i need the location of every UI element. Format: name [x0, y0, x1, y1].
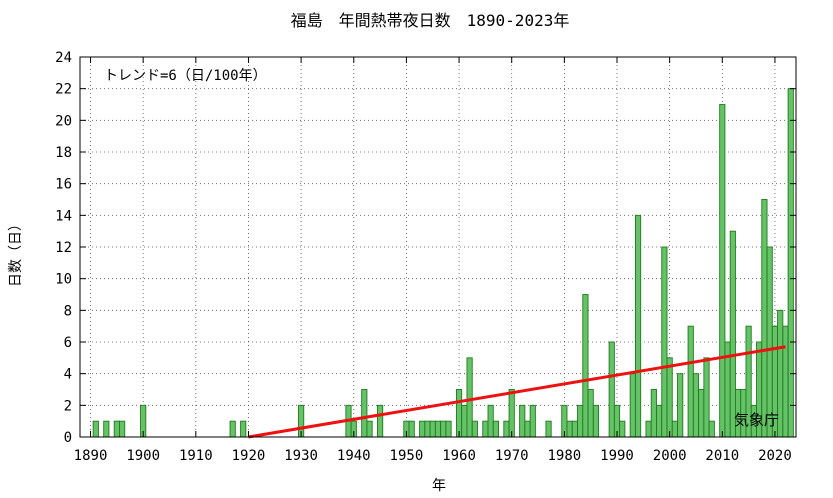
y-tick-label: 14	[55, 208, 72, 224]
bar	[529, 404, 536, 438]
y-tick-label: 10	[55, 272, 72, 288]
bar	[677, 373, 684, 438]
x-tick-label: 1890	[74, 448, 108, 464]
trend-line	[248, 345, 786, 439]
bar	[545, 420, 552, 438]
bar	[571, 420, 578, 438]
bar	[708, 420, 715, 438]
bar	[650, 389, 657, 438]
bar	[113, 420, 120, 438]
bar	[729, 230, 736, 438]
x-tick-label: 2010	[705, 448, 739, 464]
bar	[582, 294, 589, 438]
bar	[519, 404, 526, 438]
bar	[503, 420, 510, 438]
x-tick-label: 1990	[600, 448, 634, 464]
bar	[366, 420, 373, 438]
bar	[766, 246, 773, 438]
bar	[661, 246, 668, 438]
y-tick-label: 6	[64, 335, 72, 351]
bar	[445, 420, 452, 438]
bar	[408, 420, 415, 438]
x-tick-label: 1960	[442, 448, 476, 464]
x-tick-label: 1920	[232, 448, 266, 464]
bar	[461, 404, 468, 438]
y-tick-label: 18	[55, 145, 72, 161]
x-tick-label: 1980	[547, 448, 581, 464]
bar	[687, 325, 694, 438]
x-axis-label: 年	[432, 478, 446, 494]
bar	[587, 389, 594, 438]
bar	[577, 404, 584, 438]
bar	[434, 420, 442, 438]
y-tick-label: 2	[64, 398, 72, 414]
y-tick-label: 12	[55, 240, 72, 256]
trend-line-group	[248, 345, 786, 439]
y-tick-label: 0	[64, 430, 72, 446]
bar	[419, 420, 426, 438]
bar	[482, 420, 489, 438]
bar	[524, 420, 531, 438]
x-tick-label: 1950	[390, 448, 424, 464]
x-tick-label: 1900	[126, 448, 160, 464]
bar	[666, 357, 673, 438]
bar	[619, 420, 626, 438]
bar	[634, 214, 642, 438]
bar	[429, 420, 436, 438]
bar	[566, 420, 573, 438]
x-tick-label: 2020	[758, 448, 792, 464]
x-tick-label: 1930	[284, 448, 318, 464]
y-axis-label: 日数（日）	[8, 217, 24, 287]
y-tick-label: 16	[55, 177, 72, 193]
bar	[787, 88, 794, 438]
credit-label: 気象庁	[734, 411, 779, 429]
bar	[698, 389, 705, 438]
bar	[719, 104, 726, 438]
bar	[592, 404, 600, 438]
bar	[703, 357, 710, 438]
bar	[761, 199, 768, 438]
x-tick-label: 1940	[337, 448, 371, 464]
bar	[645, 420, 652, 438]
bar	[361, 389, 368, 438]
bar	[455, 389, 463, 438]
x-tick-label: 1970	[495, 448, 529, 464]
y-tick-label: 24	[55, 50, 72, 66]
bar	[119, 420, 126, 438]
x-tick-label: 1910	[179, 448, 213, 464]
bar	[692, 373, 700, 438]
bar	[229, 420, 236, 438]
x-tick-label: 2000	[653, 448, 687, 464]
bar	[487, 404, 494, 438]
bar	[440, 420, 447, 438]
trend-label: トレンド=6（日/100年）	[104, 68, 267, 84]
chart-title: 福島 年間熱帯夜日数 1890-2023年	[291, 11, 570, 30]
bar	[103, 420, 110, 438]
bar	[471, 420, 478, 438]
y-tick-label: 20	[55, 113, 72, 129]
bar	[92, 420, 99, 438]
bars	[92, 88, 794, 438]
y-tick-label: 4	[64, 367, 72, 383]
bar	[240, 420, 247, 438]
bar	[492, 420, 499, 438]
y-tick-label: 22	[55, 82, 72, 98]
bar	[377, 404, 384, 438]
bar	[466, 357, 473, 438]
x-axis-ticks: 1890 1900 1910 1920 1930 1940 1950 1960 1970 1980…	[74, 57, 792, 464]
bar	[629, 373, 636, 438]
bar	[424, 420, 431, 438]
bar	[508, 389, 515, 438]
bar	[782, 325, 789, 438]
bar	[608, 341, 615, 438]
bar	[671, 420, 678, 438]
gridlines	[80, 57, 796, 437]
bar	[656, 404, 663, 438]
y-tick-label: 8	[64, 303, 72, 319]
